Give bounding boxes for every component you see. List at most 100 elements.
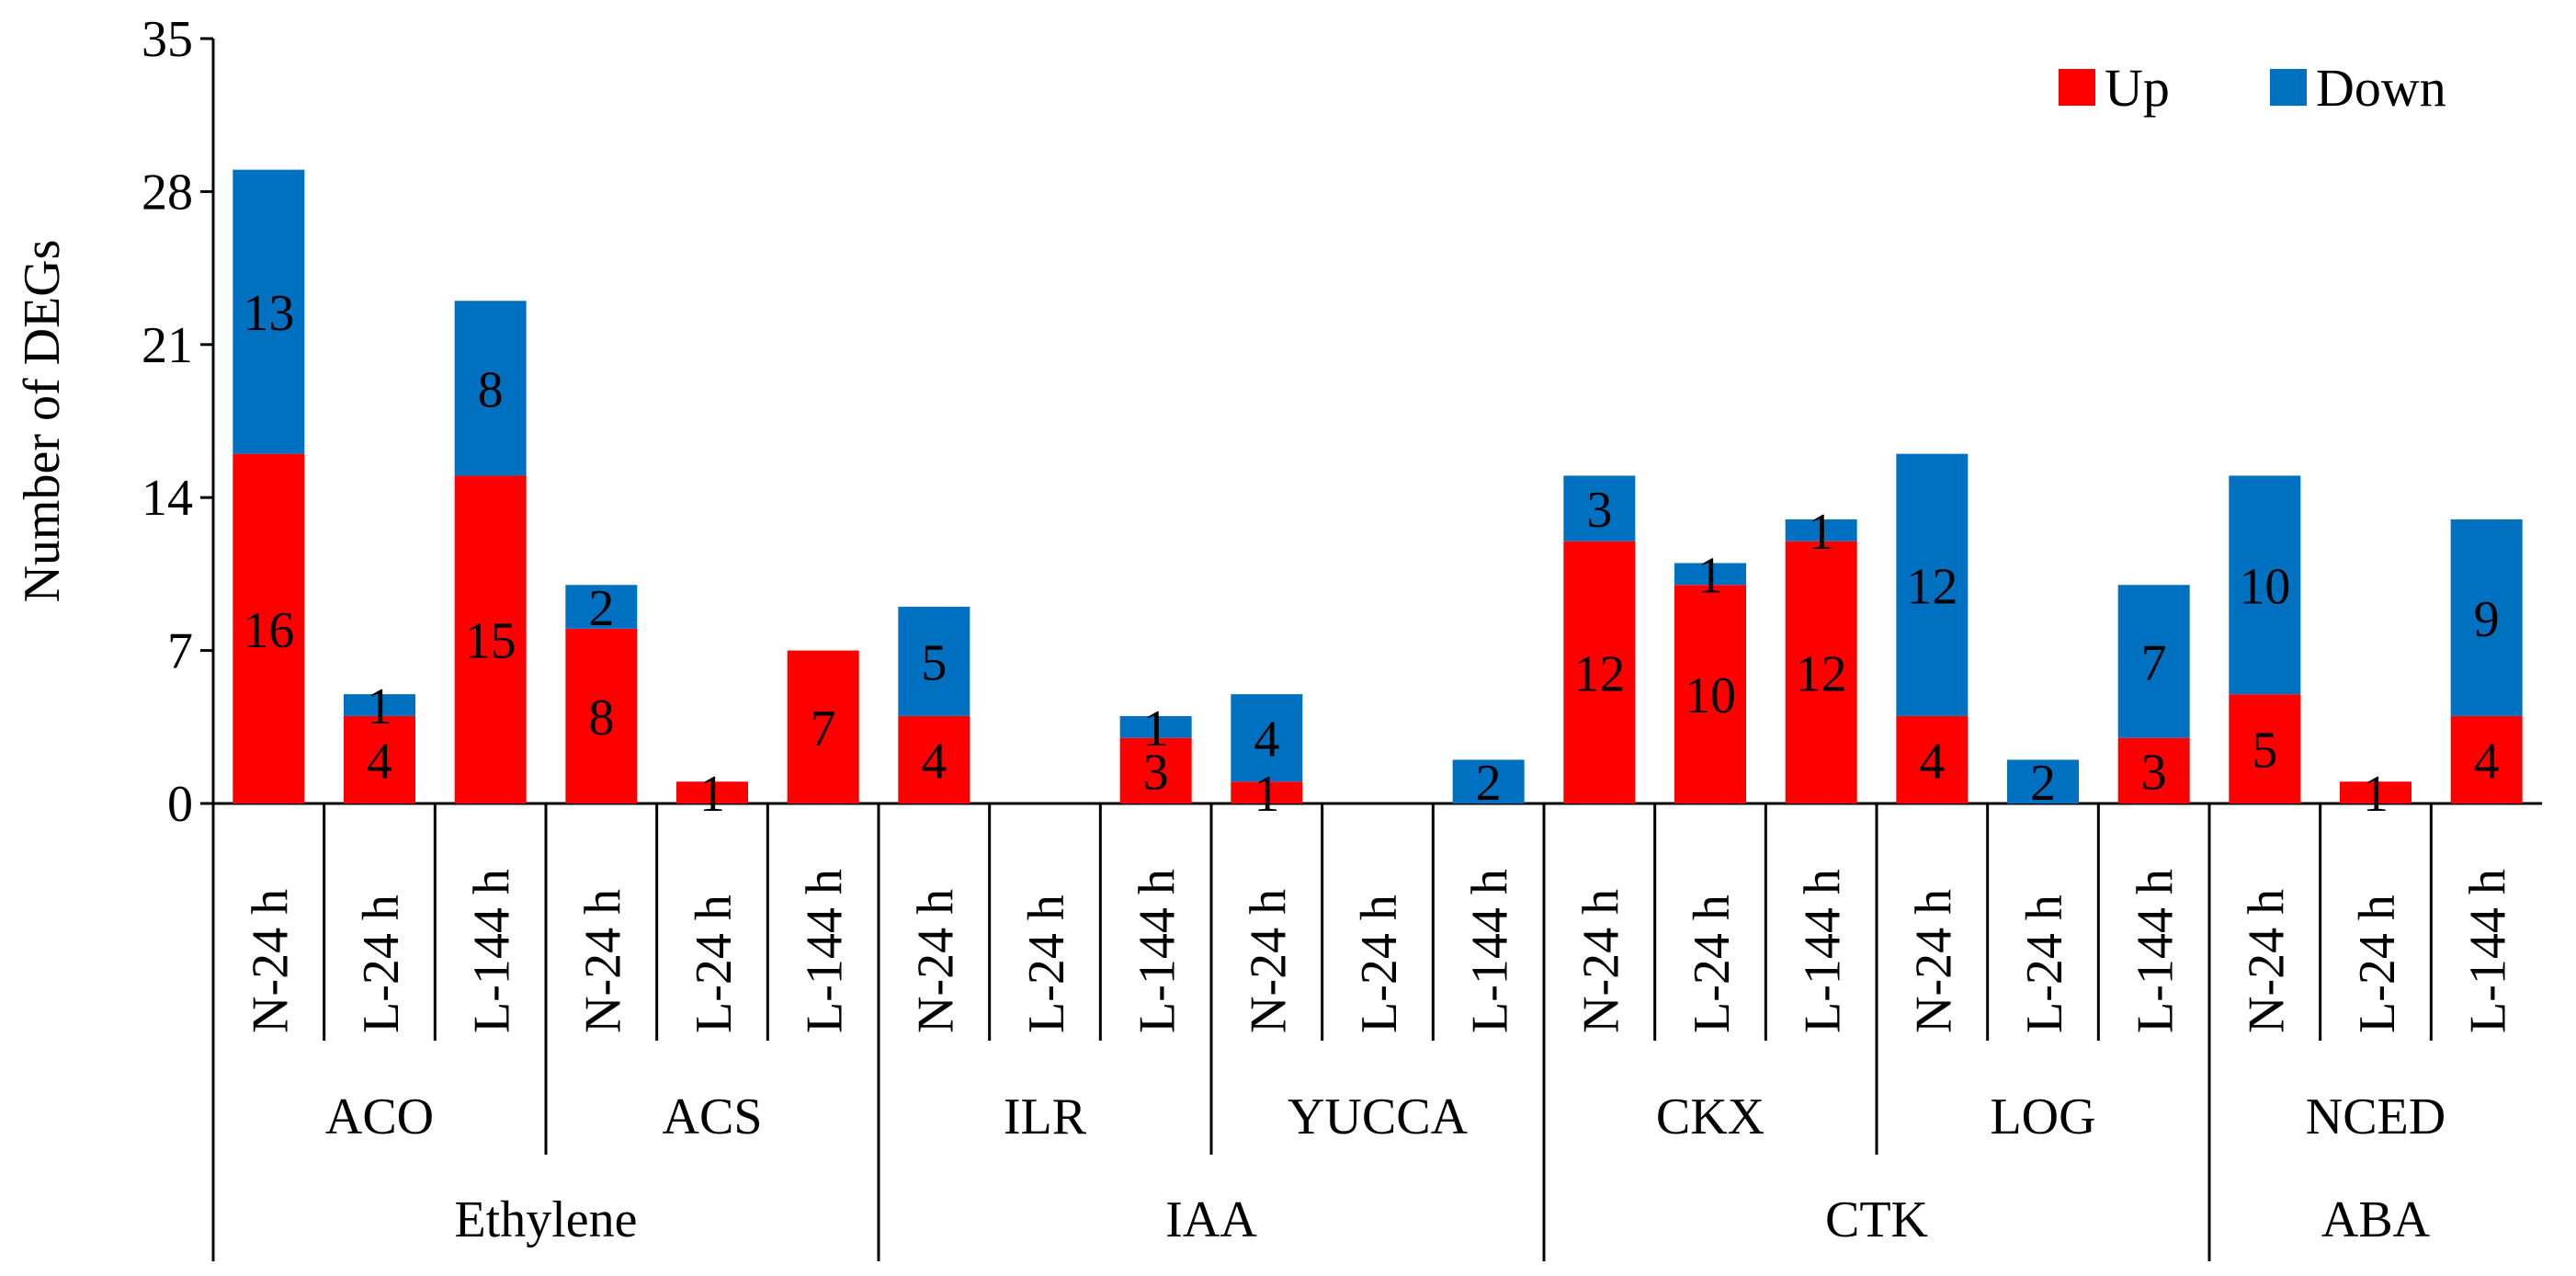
data-label-down: 2	[2030, 755, 2056, 812]
bar-down	[1231, 694, 1303, 782]
bar-up	[1231, 781, 1303, 803]
bar-down	[1119, 715, 1192, 738]
bar-down	[1674, 563, 1746, 586]
data-label-up: 12	[1796, 645, 1847, 702]
gene-group-label: ACS	[663, 1088, 763, 1145]
data-label-down: 13	[243, 285, 294, 342]
x-category-label: L-24 h	[2016, 894, 2073, 1033]
bar-down	[344, 694, 415, 716]
data-label-down: 2	[1476, 755, 1502, 812]
bar-up	[1785, 541, 1857, 803]
data-label-up: 7	[811, 701, 836, 758]
legend-swatch	[2059, 69, 2095, 106]
bar-up	[2117, 737, 2190, 803]
x-category-label: L-144 h	[797, 869, 854, 1033]
hormone-group-label: ABA	[2321, 1191, 2431, 1248]
bar-up	[1563, 541, 1636, 803]
data-label-up: 1	[1254, 766, 1279, 823]
gene-group-label: ILR	[1004, 1088, 1087, 1145]
hormone-group-label: IAA	[1165, 1191, 1257, 1248]
legend: Up Down	[2059, 58, 2446, 118]
bar-down	[1785, 518, 1857, 541]
data-label-down: 4	[1254, 712, 1279, 769]
bar-down	[2117, 585, 2190, 738]
y-tick-label: 0	[167, 776, 193, 833]
data-label-up: 3	[2141, 744, 2167, 801]
bar-up	[787, 650, 859, 803]
data-label-up: 4	[1919, 733, 1945, 790]
bar-series	[233, 169, 2523, 803]
x-category-label: N-24 h	[574, 889, 631, 1033]
x-category-label: L-144 h	[1795, 869, 1852, 1033]
x-category-label: L-144 h	[1462, 869, 1519, 1033]
y-tick-label: 28	[142, 164, 193, 221]
bar-down	[454, 301, 527, 476]
gridless-plot-area	[211, 39, 2542, 1261]
bar-down	[565, 585, 638, 629]
bar-up	[898, 715, 970, 803]
x-category-label: L-24 h	[1018, 894, 1075, 1033]
x-category-label: N-24 h	[907, 889, 964, 1033]
x-category-label: L-24 h	[1351, 894, 1408, 1033]
data-label-up: 10	[1685, 667, 1736, 724]
data-label-down: 10	[2239, 558, 2290, 615]
bar-down	[2450, 518, 2523, 716]
x-category-label: N-24 h	[242, 889, 299, 1033]
y-axis-label: Number of DEGs	[14, 239, 71, 602]
data-label-down: 9	[2474, 591, 2500, 648]
data-label-up: 4	[2474, 733, 2500, 790]
x-category-label: L-24 h	[686, 894, 743, 1033]
bar-up	[1119, 737, 1192, 803]
data-label-down: 7	[2141, 634, 2167, 691]
x-category-label: N-24 h	[1572, 889, 1629, 1033]
data-label-down: 5	[921, 634, 947, 691]
data-label-down: 3	[1586, 482, 1612, 539]
bar-up	[1674, 585, 1746, 803]
gene-group-label: LOG	[1990, 1088, 2095, 1145]
x-category-label: N-24 h	[1240, 889, 1297, 1033]
bar-down	[1563, 475, 1636, 541]
bar-up	[676, 781, 748, 803]
x-category-label: N-24 h	[2238, 889, 2295, 1033]
data-label-down: 1	[1809, 504, 1834, 561]
x-category-label: L-24 h	[2349, 894, 2406, 1033]
x-category-label: L-24 h	[353, 894, 410, 1033]
data-label-up: 3	[1143, 744, 1169, 801]
bar-up	[565, 628, 638, 803]
gene-group-label: NCED	[2306, 1088, 2445, 1145]
data-label-down: 12	[1906, 558, 1958, 615]
y-axis-ticks: 0 7 14 21 28 35	[142, 11, 213, 833]
data-label-up: 1	[2363, 766, 2389, 823]
y-tick-label: 21	[142, 317, 193, 374]
data-label-up: 1	[699, 766, 725, 823]
bar-up	[1896, 715, 1969, 803]
x-category-label: L-144 h	[464, 869, 521, 1033]
data-label-up: 4	[921, 733, 947, 790]
x-category-label: L-144 h	[2460, 869, 2517, 1033]
gene-group-axis: ACO ACS ILR YUCCA CKX LOG NCED	[325, 1041, 2445, 1155]
hormone-group-axis: Ethylene IAA CTK ABA	[454, 803, 2431, 1261]
bar-down	[2229, 475, 2301, 695]
y-tick-label: 7	[167, 623, 193, 680]
bar-down	[1896, 453, 1969, 716]
data-label-down: 1	[1143, 701, 1169, 758]
bar-up	[2340, 781, 2411, 803]
bar-down	[898, 607, 970, 716]
legend-label: Up	[2105, 58, 2170, 118]
data-label-down: 1	[1697, 547, 1723, 604]
bar-up	[454, 475, 527, 803]
data-label-down: 1	[367, 678, 392, 735]
gene-group-label: YUCCA	[1288, 1088, 1469, 1145]
data-label-down: 2	[588, 580, 614, 637]
y-tick-label: 35	[142, 11, 193, 68]
x-category-label: L-24 h	[1684, 894, 1741, 1033]
data-label-up: 4	[367, 733, 392, 790]
bar-up	[2450, 715, 2523, 803]
bar-down	[233, 169, 305, 454]
legend-label: Down	[2316, 58, 2446, 118]
x-category-label: L-144 h	[1129, 869, 1186, 1033]
bar-down	[2007, 759, 2079, 803]
data-label-up: 15	[465, 613, 516, 670]
